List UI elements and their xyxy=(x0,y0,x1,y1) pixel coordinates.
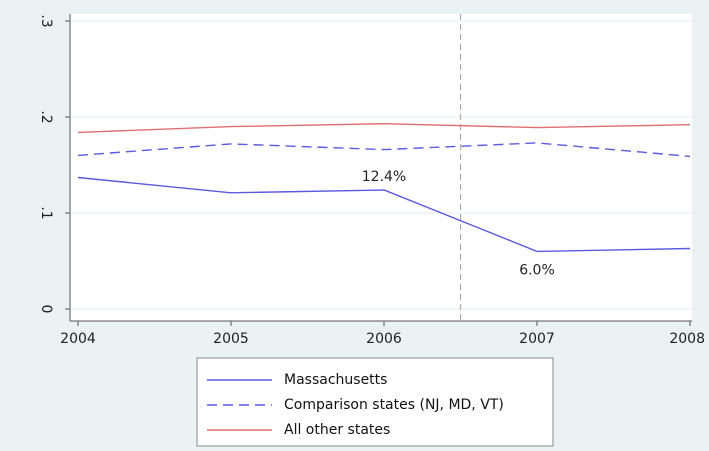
legend-label-1: Massachusetts xyxy=(284,372,387,388)
y-tick-label: 0 xyxy=(38,305,54,314)
grid-lines xyxy=(70,20,692,310)
data-label-2: 6.0% xyxy=(519,262,555,278)
plot-area xyxy=(70,14,692,321)
legend-label-2: Comparison states (NJ, MD, VT) xyxy=(284,397,504,413)
legend-label-3: All other states xyxy=(284,422,390,438)
x-tick-label: 2007 xyxy=(519,331,555,347)
series-line-1 xyxy=(77,176,691,253)
data-label-1: 12.4% xyxy=(362,169,406,185)
series-line-2 xyxy=(77,142,691,158)
x-tick-label: 2005 xyxy=(213,331,249,347)
axes: 0 .1 .2 .3 2004 2005 2006 2007 2008 xyxy=(38,14,705,347)
legend-box xyxy=(196,357,554,447)
y-tick-label: .2 xyxy=(38,110,54,123)
x-tick-label: 2008 xyxy=(669,331,705,347)
y-tick-label: .3 xyxy=(38,14,54,27)
series-lines xyxy=(77,122,691,253)
series-line-3 xyxy=(77,122,691,134)
x-tick-label: 2004 xyxy=(60,331,96,347)
data-labels: 12.4% 6.0% xyxy=(362,169,555,278)
y-tick-label: .1 xyxy=(38,206,54,219)
legend: Massachusetts Comparison states (NJ, MD, … xyxy=(196,357,554,447)
x-tick-label: 2006 xyxy=(366,331,402,347)
